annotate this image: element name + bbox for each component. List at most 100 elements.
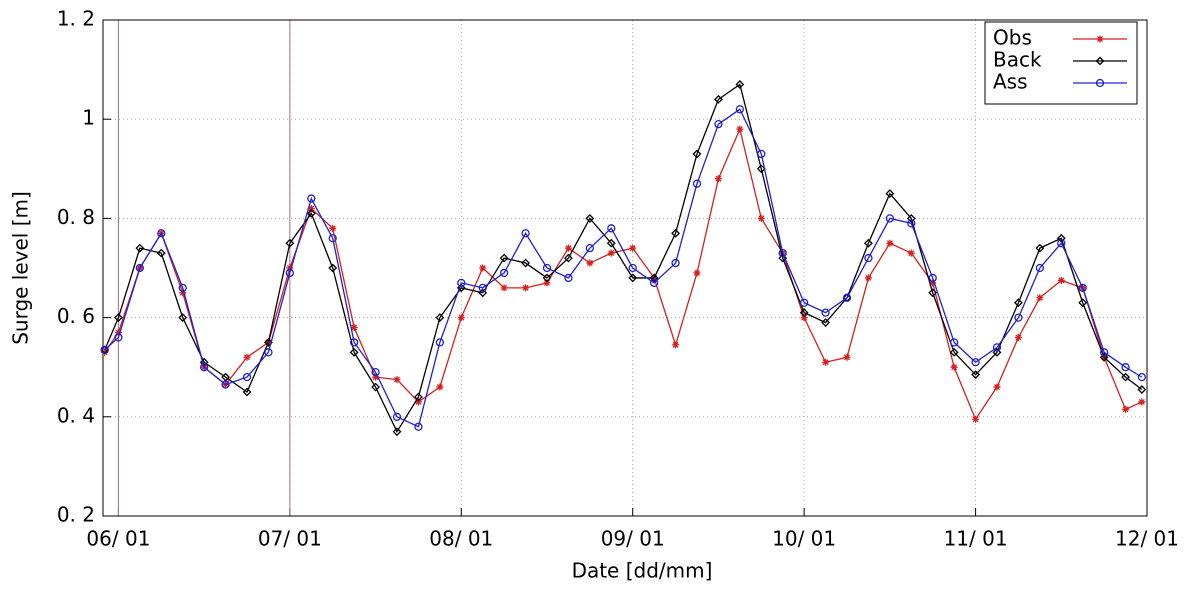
point — [1014, 298, 1023, 308]
point — [992, 347, 1002, 357]
point — [307, 204, 315, 212]
point — [692, 149, 702, 159]
point — [371, 368, 380, 377]
point — [972, 415, 980, 423]
point — [843, 353, 851, 361]
point — [436, 383, 444, 391]
y-tick-label: 1 — [82, 106, 95, 130]
point — [885, 189, 895, 199]
point — [1014, 313, 1023, 322]
point — [800, 314, 808, 322]
y-tick-label: 1. 2 — [57, 7, 95, 31]
point — [1099, 348, 1109, 357]
legend-label: Ass — [993, 70, 1028, 94]
legend-marker — [1095, 78, 1105, 88]
x-axis-label: Date [dd/mm] — [572, 559, 713, 583]
point — [542, 263, 552, 273]
point — [435, 313, 445, 323]
point — [522, 284, 530, 292]
point — [714, 120, 723, 129]
point — [929, 279, 937, 287]
point — [586, 259, 594, 267]
point — [478, 283, 487, 292]
point — [414, 422, 423, 431]
point — [157, 229, 166, 238]
point — [1138, 398, 1146, 406]
point — [993, 383, 1001, 391]
point — [114, 333, 123, 342]
point — [328, 234, 337, 243]
point — [350, 324, 358, 332]
y-tick-label: 0. 6 — [57, 304, 95, 328]
point — [371, 382, 380, 392]
point — [328, 263, 338, 273]
point — [671, 258, 680, 268]
point — [757, 214, 765, 222]
point — [671, 228, 680, 238]
point — [842, 293, 852, 302]
point — [135, 243, 145, 253]
point — [928, 288, 938, 298]
legend-marker — [1096, 35, 1104, 43]
point — [372, 373, 380, 381]
point — [114, 328, 122, 336]
point — [907, 219, 916, 228]
point — [500, 284, 508, 292]
point — [628, 263, 637, 273]
point — [392, 412, 402, 421]
point — [906, 213, 916, 223]
y-tick-label: 0. 8 — [57, 205, 95, 229]
point — [1137, 385, 1147, 394]
point — [101, 348, 109, 356]
point — [306, 209, 316, 218]
point — [457, 314, 465, 322]
legend-box — [984, 21, 1138, 105]
point — [971, 358, 980, 367]
point — [392, 427, 402, 437]
plot-frame — [102, 19, 1148, 517]
point — [1078, 298, 1088, 308]
x-tick-label: 10/ 01 — [772, 527, 836, 551]
point — [693, 269, 701, 277]
point — [1014, 333, 1022, 341]
point — [1099, 352, 1109, 362]
point — [393, 376, 401, 384]
point — [521, 229, 530, 238]
point — [479, 264, 487, 272]
point — [114, 313, 123, 323]
x-tick-label: 08/ 01 — [429, 527, 493, 551]
point — [628, 273, 638, 283]
point — [928, 273, 937, 283]
point — [414, 392, 423, 402]
x-tick-label: 06/ 01 — [86, 527, 150, 551]
point — [864, 274, 872, 282]
point — [178, 283, 187, 292]
point — [606, 238, 616, 248]
x-tick-label: 11/ 01 — [944, 527, 1008, 551]
point — [456, 283, 466, 293]
point — [992, 343, 1002, 352]
x-tick-label: 09/ 01 — [601, 527, 665, 551]
series-line — [104, 108, 1143, 428]
x-tick-label: 07/ 01 — [258, 527, 322, 551]
point — [672, 341, 680, 349]
point — [949, 338, 959, 347]
point — [1121, 363, 1130, 372]
legend-label: Back — [993, 48, 1042, 72]
point — [135, 263, 145, 273]
point — [714, 175, 722, 183]
point — [349, 338, 359, 347]
point — [264, 348, 273, 357]
point — [585, 213, 595, 223]
point — [1057, 239, 1066, 248]
point — [971, 370, 980, 380]
point — [629, 244, 637, 252]
series-line — [104, 127, 1143, 421]
point — [156, 248, 166, 258]
point — [499, 253, 509, 263]
point — [349, 347, 359, 357]
point — [179, 289, 187, 297]
point — [799, 298, 809, 307]
point — [543, 279, 551, 287]
